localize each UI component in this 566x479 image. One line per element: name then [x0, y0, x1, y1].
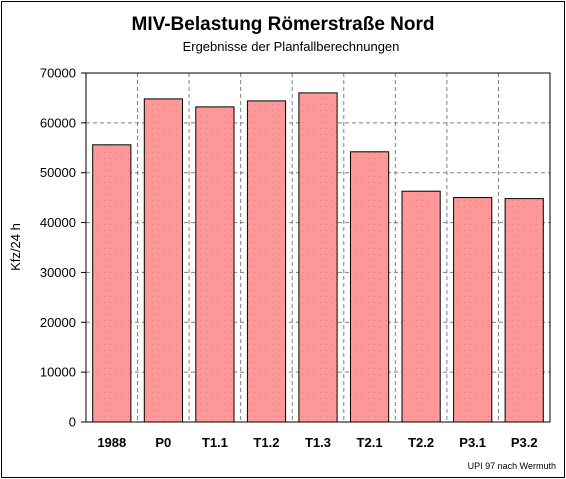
y-tick-label: 50000	[40, 165, 76, 180]
y-tick-label: 20000	[40, 315, 76, 330]
x-tick-label: P3.1	[459, 435, 486, 450]
x-tick-label: T1.3	[305, 435, 331, 450]
bar-t2-2	[401, 190, 441, 423]
x-tick-label: P0	[155, 435, 171, 450]
y-tick-label: 60000	[40, 115, 76, 130]
x-tick-label: T1.1	[202, 435, 228, 450]
x-tick-label: T1.2	[253, 435, 279, 450]
bar-1988	[92, 144, 132, 423]
y-tick-label: 0	[69, 415, 76, 430]
y-tick-label: 70000	[40, 66, 76, 81]
x-tick-label: T2.2	[408, 435, 434, 450]
x-tick-label: T2.1	[357, 435, 383, 450]
y-tick-label: 40000	[40, 215, 76, 230]
x-tick-label: 1988	[97, 435, 126, 450]
y-tick-label: 30000	[40, 265, 76, 280]
chart-title: MIV-Belastung Römerstraße Nord	[132, 14, 435, 35]
y-tick-labels: 0 10000 20000 30000 40000 50000 60000 70000	[40, 66, 76, 430]
bar-p3-2	[504, 198, 544, 423]
bar-p3-1	[453, 197, 493, 423]
plot-frame	[85, 72, 551, 423]
axes	[81, 72, 551, 423]
bar-t1-1	[195, 106, 235, 423]
x-tick-labels: 1988 P0 T1.1 T1.2 T1.3 T2.1 T2.2 P3.1 P3.2	[97, 435, 537, 450]
bar-t1-2	[246, 100, 287, 423]
source-note: UPI 97 nach Wermuth	[468, 461, 556, 471]
x-tick-label: P3.2	[511, 435, 538, 450]
chart-subtitle: Ergebnisse der Planfallberechnungen	[183, 39, 400, 54]
bars	[92, 92, 544, 423]
bar-t2-1	[350, 151, 390, 423]
y-tick-label: 10000	[40, 365, 76, 380]
bar-p0	[143, 98, 184, 423]
y-axis-label: Kfz/24 h	[8, 223, 23, 271]
bar-t1-3	[298, 92, 338, 423]
